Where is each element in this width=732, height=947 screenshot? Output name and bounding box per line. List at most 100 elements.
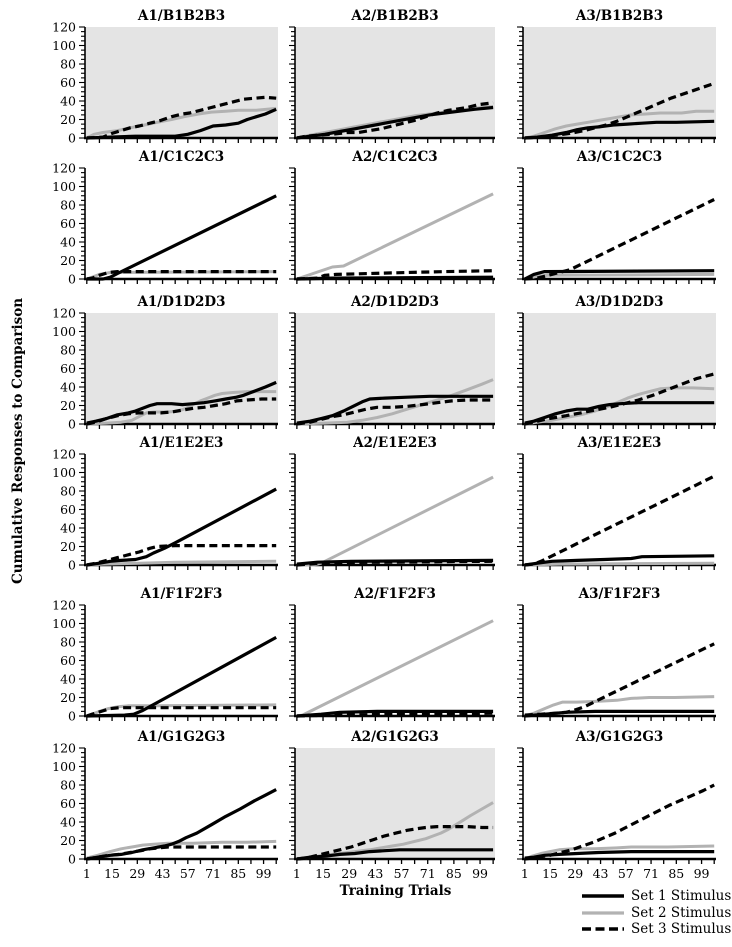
y-tick-label: 20 xyxy=(60,398,76,413)
panel-title: A1/D1D2D3 xyxy=(136,294,225,310)
series-set2-line xyxy=(524,109,715,140)
panel-title: A3/F1F2F3 xyxy=(578,586,661,602)
y-tick-label: 120 xyxy=(52,306,76,321)
y-axis: 0 20 40 60 80 100 120 xyxy=(52,306,86,432)
series-set3-line xyxy=(86,543,277,567)
y-axis xyxy=(517,312,524,425)
x-axis xyxy=(522,714,716,721)
y-tick-label: 40 xyxy=(60,521,76,536)
y-tick-label: 0 xyxy=(68,272,76,287)
panel-a1-e1e2e3: A1/E1E2E3 0 20 40 60 80 100 120 xyxy=(30,434,284,607)
series-set1-line xyxy=(86,107,277,140)
y-tick-label: 20 xyxy=(60,833,76,848)
panel-a2-b1b2b3: A2/B1B2B3 xyxy=(240,7,501,180)
y-tick-label: 60 xyxy=(60,502,76,517)
x-tick-label: 29 xyxy=(341,866,357,881)
x-axis xyxy=(294,422,495,429)
x-tick-label: 57 xyxy=(180,866,196,881)
series-set3-line xyxy=(524,642,715,717)
panel-chart: A3/E1E2E3 xyxy=(517,435,716,570)
x-axis xyxy=(522,277,716,284)
y-axis xyxy=(289,26,296,139)
panel-chart: A1/E1E2E3 0 20 40 60 80 100 120 xyxy=(52,435,278,573)
y-tick-label: 40 xyxy=(60,672,76,687)
x-tick-label: 1 xyxy=(83,866,91,881)
x-axis xyxy=(84,277,278,284)
x-tick-label: 71 xyxy=(205,866,221,881)
series-set2-line xyxy=(86,390,277,426)
panel-title: A2/G1G2G3 xyxy=(350,729,439,745)
series-set2-line xyxy=(296,378,494,426)
series-set3-line xyxy=(296,711,494,718)
panel-shading xyxy=(523,313,716,424)
y-axis xyxy=(289,312,296,425)
x-axis: 1 15 29 43 57 71 85 99 xyxy=(83,857,278,881)
legend-item-set3: Set 3 Stimulus xyxy=(582,921,731,938)
y-axis: 0 20 40 60 80 100 120 xyxy=(52,741,86,867)
legend-item-set1: Set 1 Stimulus xyxy=(582,888,731,905)
panel-title: A2/F1F2F3 xyxy=(353,586,436,602)
panel-chart: A2/F1F2F3 xyxy=(289,586,495,721)
x-tick-label: 85 xyxy=(446,866,462,881)
panel-a2-d1d2d3: A2/D1D2D3 xyxy=(240,293,501,466)
series-set2-line xyxy=(296,192,494,281)
x-tick-label: 15 xyxy=(542,866,558,881)
panel-title: A3/B1B2B3 xyxy=(575,8,663,24)
y-axis xyxy=(517,453,524,566)
panel-a1-b1b2b3: A1/B1B2B3 0 20 40 60 80 100 120 xyxy=(30,7,284,180)
panel-chart: A3/B1B2B3 xyxy=(517,8,716,143)
y-tick-label: 100 xyxy=(52,759,76,774)
series-set1-line xyxy=(524,849,715,860)
y-tick-label: 100 xyxy=(52,324,76,339)
x-axis-label: Training Trials xyxy=(339,883,452,899)
x-axis: 1 15 29 43 57 71 85 99 xyxy=(293,857,495,881)
y-tick-label: 60 xyxy=(60,796,76,811)
panel-chart: A3/G1G2G3 1 15 29 43 57 71 85 99 xyxy=(517,729,716,881)
set3-line-sample-icon xyxy=(582,927,624,932)
panel-a3-d1d2d3: A3/D1D2D3 xyxy=(468,293,722,466)
series-set2-line xyxy=(524,695,715,718)
legend-label: Set 2 Stimulus xyxy=(631,904,732,921)
y-axis xyxy=(517,747,524,860)
y-tick-label: 20 xyxy=(60,539,76,554)
y-tick-label: 0 xyxy=(68,709,76,724)
x-tick-label: 71 xyxy=(420,866,436,881)
panel-chart: A2/C1C2C3 xyxy=(289,149,495,284)
series-set2-line xyxy=(524,844,715,861)
panel-a3-c1c2c3: A3/C1C2C3 xyxy=(468,148,722,321)
series-set3-line xyxy=(86,845,277,861)
y-tick-label: 60 xyxy=(60,361,76,376)
series-set3-line xyxy=(296,269,494,281)
x-tick-label: 43 xyxy=(155,866,171,881)
series-set3-line xyxy=(86,397,277,426)
panel-chart: A1/C1C2C3 0 20 40 60 80 100 120 xyxy=(52,149,278,287)
series-set2-line xyxy=(524,561,715,567)
y-axis-label: Cumulative Responses to Comparison xyxy=(10,297,26,584)
panel-chart: A1/G1G2G3 0 20 40 60 80 100 120 1 15 29 43 57 71 85 99 xyxy=(52,729,278,881)
panel-shading xyxy=(295,313,495,424)
y-axis: 0 20 40 60 80 100 120 xyxy=(52,161,86,287)
panel-chart: A3/C1C2C3 xyxy=(517,149,716,284)
y-tick-label: 80 xyxy=(60,484,76,499)
panel-chart: A3/D1D2D3 xyxy=(517,294,716,429)
y-axis: 0 20 40 60 80 100 120 xyxy=(52,598,86,724)
x-tick-label: 99 xyxy=(472,866,488,881)
y-tick-label: 40 xyxy=(60,94,76,109)
y-tick-label: 100 xyxy=(52,616,76,631)
x-axis xyxy=(294,136,495,143)
panel-a1-f1f2f3: A1/F1F2F3 0 20 40 60 80 100 120 xyxy=(30,585,284,758)
panel-chart: A2/E1E2E3 xyxy=(289,435,495,570)
series-set1-line xyxy=(296,848,494,861)
y-tick-label: 20 xyxy=(60,690,76,705)
panel-title: A2/C1C2C3 xyxy=(351,149,437,165)
panel-title: A3/G1G2G3 xyxy=(575,729,664,745)
x-tick-label: 99 xyxy=(694,866,710,881)
x-tick-label: 85 xyxy=(230,866,246,881)
x-tick-label: 29 xyxy=(129,866,145,881)
panel-chart: A1/F1F2F3 0 20 40 60 80 100 120 xyxy=(52,586,278,724)
series-set1-line xyxy=(86,635,277,718)
y-axis xyxy=(289,604,296,717)
series-set3-line xyxy=(86,269,277,281)
y-tick-label: 80 xyxy=(60,343,76,358)
y-tick-label: 80 xyxy=(60,778,76,793)
